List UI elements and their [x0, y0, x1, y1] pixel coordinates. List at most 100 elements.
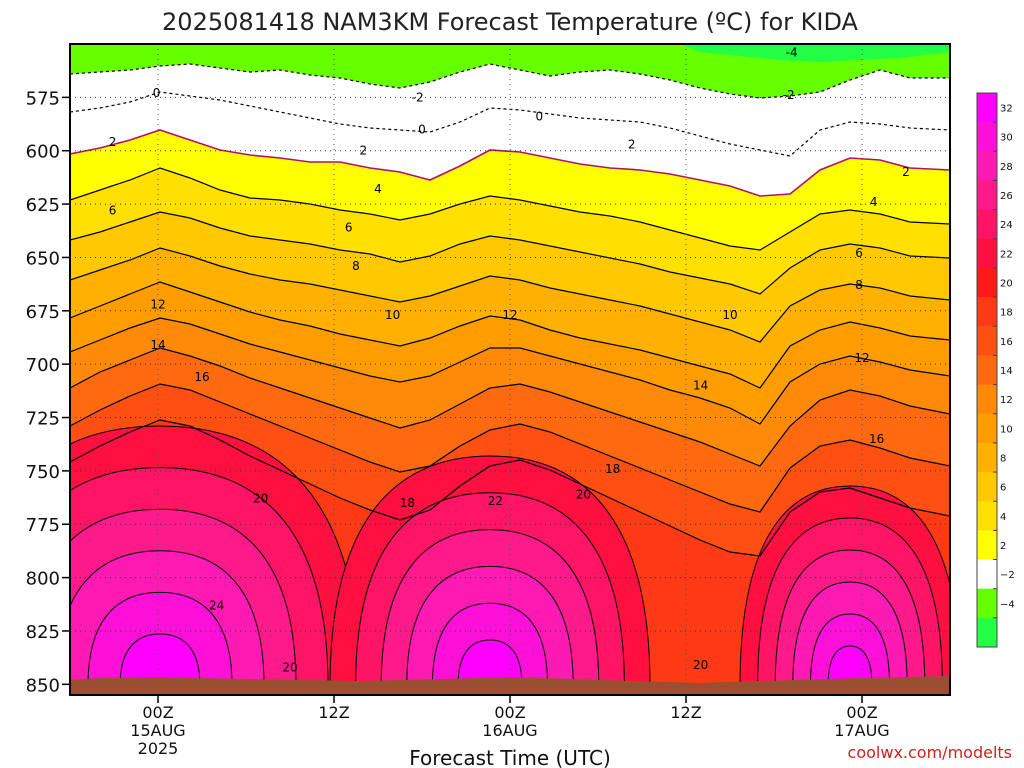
colorbar-label: 26	[1000, 191, 1013, 202]
x-tick-date: 15AUG	[130, 721, 185, 740]
colorbar-label: −2	[1000, 570, 1015, 581]
colorbar-swatch	[977, 588, 997, 619]
band-p4	[70, 212, 950, 342]
isotherm-m4	[70, 63, 950, 99]
y-tick-label: 775	[26, 515, 60, 536]
x-tick-label: 00Z	[494, 703, 525, 722]
contour-label: 6	[345, 221, 353, 235]
colorbar-label: 2	[1000, 541, 1006, 552]
isotherm-p4	[70, 211, 950, 295]
colorbar-swatch	[977, 442, 997, 473]
contour-label: 20	[253, 492, 268, 506]
y-tick-label: 600	[26, 142, 60, 163]
colorbar-swatch	[977, 93, 997, 123]
warm-core-15aug-level-5	[119, 633, 201, 687]
colorbar-label: 10	[1000, 424, 1013, 435]
x-axis-label: Forecast Time (UTC)	[409, 746, 611, 768]
colorbar-swatch	[977, 297, 997, 327]
colorbar-frame	[976, 92, 998, 648]
contour-label: 2	[109, 135, 117, 149]
chart-title: 2025081418 NAM3KM Forecast Temperature (…	[162, 8, 859, 36]
contour-label: 10	[722, 308, 737, 322]
contour-label: 14	[693, 379, 708, 393]
isotherm-p8	[70, 281, 950, 389]
band-p2	[70, 168, 950, 294]
colorbar-swatch	[977, 559, 997, 590]
contour-label: 18	[605, 462, 620, 476]
contour-label: 0	[418, 122, 426, 136]
colorbar-swatch	[977, 530, 997, 561]
x-tick-label: 00Z	[142, 703, 173, 722]
contour-label: -2	[412, 90, 424, 104]
colorbar-label: 20	[1000, 279, 1013, 290]
warm-core-regions	[70, 425, 950, 687]
band-p14	[70, 384, 950, 556]
contour-label: 16	[869, 432, 884, 446]
colorbar-swatch	[977, 355, 997, 386]
contour-label: 4	[374, 182, 382, 196]
terrain	[70, 676, 950, 695]
y-tick-label: 625	[26, 195, 60, 216]
colorbar-label: 12	[1000, 395, 1013, 406]
colorbar-swatch	[977, 501, 997, 531]
warm-core-17aug-level-5	[827, 645, 873, 687]
y-tick-label: 575	[26, 88, 60, 109]
y-tick-label: 650	[26, 248, 60, 269]
y-tick-label: 850	[26, 675, 60, 696]
colorbar-swatch	[977, 180, 997, 211]
contour-label: -4	[786, 46, 798, 60]
contour-label: 14	[150, 338, 165, 352]
colorbar-label: 6	[1000, 483, 1006, 494]
y-tick-label: 825	[26, 622, 60, 643]
contour-label: 20	[282, 660, 297, 674]
y-axis: 575 600 625 650 675 700 725 750 775 800 825 850	[26, 88, 70, 696]
contour-label: 12	[854, 351, 869, 365]
y-tick-label: 675	[26, 302, 60, 323]
credit-text: coolwx.com/modelts	[848, 743, 1012, 762]
contour-label: 8	[855, 278, 863, 292]
x-tick-label: 12Z	[670, 703, 701, 722]
contour-label: 24	[209, 598, 224, 612]
isotherm-p2	[70, 167, 950, 251]
colorbar-label: 22	[1000, 249, 1013, 260]
colorbar-label: 8	[1000, 453, 1006, 464]
y-tick-label: 725	[26, 409, 60, 430]
colorbar-label: 16	[1000, 337, 1013, 348]
colorbar-swatch	[977, 384, 997, 415]
contour-label: 10	[385, 308, 400, 322]
contour-label: 6	[109, 203, 117, 217]
contour-label: -2	[783, 88, 795, 102]
colorbar-swatch	[977, 326, 997, 356]
contour-label: 6	[855, 246, 863, 260]
y-tick-label: 700	[26, 355, 60, 376]
contour-label: 2	[902, 165, 910, 179]
x-tick-label: 00Z	[846, 703, 877, 722]
contour-label: 22	[488, 494, 503, 508]
colorbar-swatch	[977, 238, 997, 269]
contour-label: 2	[628, 137, 636, 151]
colorbar-label: 32	[1000, 104, 1013, 115]
contour-label: 2	[360, 144, 368, 158]
band-p8	[70, 282, 950, 424]
colorbar-swatch	[977, 617, 997, 648]
contour-label: 12	[502, 308, 517, 322]
colorbar-swatch	[977, 151, 997, 181]
contour-label: 18	[400, 496, 415, 510]
contour-label: 0	[153, 86, 161, 100]
colorbar: 32 30 28 26 24 22 20 18 16 14 12 10 8 6 4 2 −2 −4	[976, 92, 1015, 648]
contour-label: 4	[870, 195, 878, 209]
colorbar-swatch	[977, 209, 997, 240]
isotherm-p6	[70, 247, 950, 343]
colorbar-label: 28	[1000, 162, 1013, 173]
colorbar-label: 30	[1000, 133, 1013, 144]
x-tick-year: 2025	[138, 739, 179, 758]
warm-core-16aug-level-5	[457, 639, 523, 687]
colorbar-label: 18	[1000, 308, 1013, 319]
isotherm-p10	[70, 317, 950, 425]
colorbar-label: −4	[1000, 599, 1015, 610]
isotherm-p14	[70, 383, 950, 513]
